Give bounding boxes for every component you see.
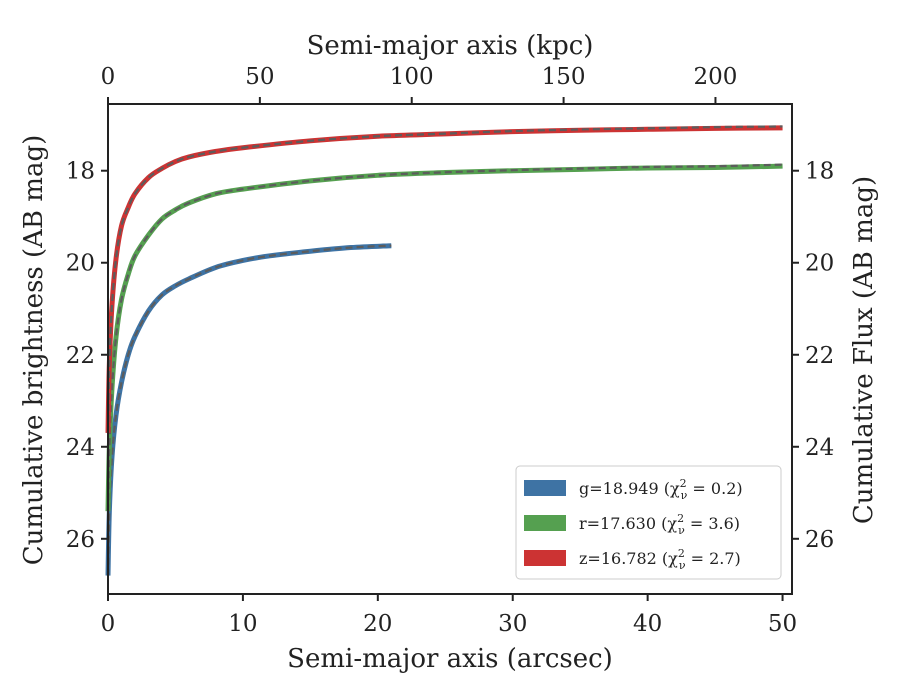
model-line-1 — [106, 163, 783, 512]
right-tick-label: 26 — [805, 527, 834, 553]
legend-entry: z=16.782 (χ2 ν = 2.7) — [579, 547, 741, 572]
right-tick-label: 24 — [805, 435, 834, 461]
x-tick-label: 20 — [363, 611, 392, 637]
x-tick-label: 0 — [101, 611, 116, 637]
series-line-0 — [105, 243, 392, 576]
model-line-0 — [106, 244, 392, 576]
plot-lines — [105, 125, 783, 576]
top-tick-label: 150 — [542, 64, 586, 90]
y-tick-label: 20 — [66, 251, 95, 277]
top-tick-label: 200 — [694, 64, 738, 90]
y-tick-label: 24 — [66, 435, 95, 461]
legend-box — [515, 465, 782, 580]
y-tick-label: 18 — [66, 159, 95, 185]
legend-entry: r=17.630 (χ2 ν = 3.6) — [579, 512, 740, 537]
legend-swatch — [524, 480, 566, 496]
right-tick-label: 20 — [805, 251, 834, 277]
y-axis-title: Cumulative brightness (AB mag) — [19, 135, 49, 566]
right-tick-label: 18 — [805, 159, 834, 185]
model-line-2 — [106, 125, 783, 433]
top-tick-label: 0 — [101, 64, 116, 90]
top-tick-label: 50 — [245, 64, 274, 90]
y-tick-label: 22 — [66, 343, 95, 369]
x-axis-title: Semi-major axis (arcsec) — [287, 644, 613, 674]
top-axis-title: Semi-major axis (kpc) — [307, 31, 594, 61]
right-axis-title: Cumulative Flux (AB mag) — [849, 176, 879, 524]
legend-swatch — [524, 550, 566, 566]
y-tick-label: 26 — [66, 527, 95, 553]
plot-frame — [107, 103, 793, 595]
top-tick-label: 100 — [390, 64, 434, 90]
right-tick-label: 22 — [805, 343, 834, 369]
legend-swatch — [524, 515, 566, 531]
x-tick-label: 50 — [768, 611, 797, 637]
legend: g=18.949 (χ2 ν = 0.2) r=17.630 (χ2 ν = 3.6)… — [515, 465, 782, 580]
series-line-1 — [105, 163, 783, 512]
legend-entry: g=18.949 (χ2 ν = 0.2) — [579, 477, 743, 502]
x-tick-label: 40 — [633, 611, 662, 637]
axes: 0 10 20 30 40 50 0 50 100 150 200 18 18 20 20 22 22 24 24 2… — [66, 64, 835, 637]
x-tick-label: 30 — [498, 611, 527, 637]
x-tick-label: 10 — [228, 611, 257, 637]
